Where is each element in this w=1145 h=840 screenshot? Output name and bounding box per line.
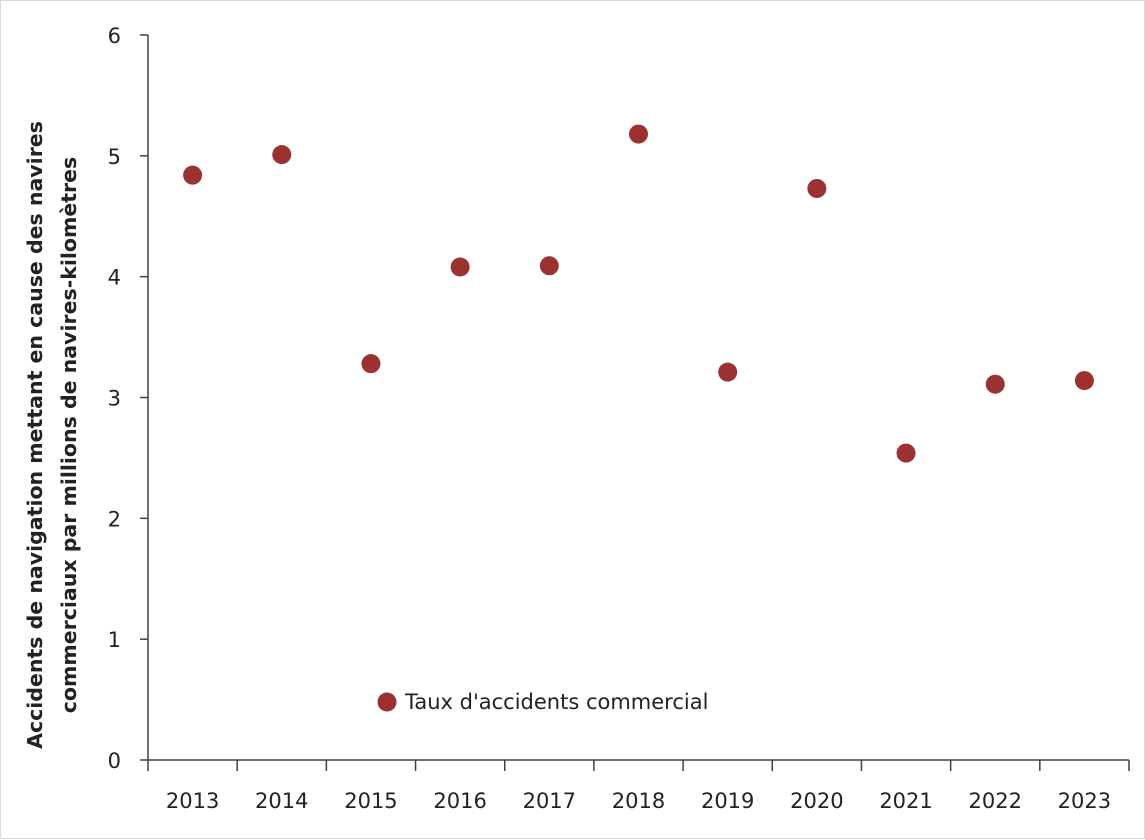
data-point-2017 bbox=[539, 256, 559, 276]
x-tick-label: 2014 bbox=[255, 789, 308, 813]
legend-marker bbox=[377, 692, 397, 712]
x-tick-label: 2013 bbox=[166, 789, 219, 813]
data-point-2016 bbox=[450, 257, 470, 277]
x-tick-label: 2016 bbox=[433, 789, 486, 813]
legend: Taux d'accidents commercial bbox=[377, 690, 708, 714]
data-point-2020 bbox=[807, 178, 827, 198]
y-tick-label: 0 bbox=[108, 749, 121, 773]
x-tick-label: 2018 bbox=[612, 789, 665, 813]
y-axis-title: Accidents de navigation mettant en cause… bbox=[23, 121, 81, 749]
y-axis-title-line-1: Accidents de navigation mettant en cause… bbox=[23, 121, 47, 749]
x-tick-label: 2015 bbox=[344, 789, 397, 813]
data-point-2022 bbox=[985, 374, 1005, 394]
x-tick-label: 2017 bbox=[523, 789, 576, 813]
x-axis: 2013 2014 2015 2016 2017 2018 2019 2020 2021 2022… bbox=[147, 759, 1130, 813]
x-tick-label: 2022 bbox=[969, 789, 1022, 813]
x-tick-label: 2023 bbox=[1058, 789, 1111, 813]
data-point-2014 bbox=[272, 145, 292, 165]
x-tick-label: 2019 bbox=[701, 789, 754, 813]
legend-label: Taux d'accidents commercial bbox=[404, 690, 708, 714]
y-axis-title-line-2: commerciaux par millions de navires-kilo… bbox=[57, 157, 81, 713]
data-point-2013 bbox=[183, 165, 203, 185]
data-point-2018 bbox=[629, 124, 648, 144]
y-tick-label: 1 bbox=[108, 628, 121, 652]
y-tick-label: 5 bbox=[108, 145, 121, 169]
data-point-2023 bbox=[1074, 371, 1094, 391]
x-tick-label: 2020 bbox=[790, 789, 843, 813]
data-point-2019 bbox=[718, 362, 738, 382]
data-point-2021 bbox=[896, 443, 916, 463]
x-tick-label: 2021 bbox=[879, 789, 932, 813]
data-points bbox=[183, 124, 1094, 463]
y-tick-label: 6 bbox=[108, 24, 121, 48]
data-point-2015 bbox=[361, 354, 381, 374]
y-tick-label: 3 bbox=[108, 387, 121, 411]
y-axis: 0 1 2 3 4 5 6 bbox=[108, 24, 149, 773]
y-tick-label: 2 bbox=[108, 507, 121, 531]
y-tick-label: 4 bbox=[108, 266, 121, 290]
